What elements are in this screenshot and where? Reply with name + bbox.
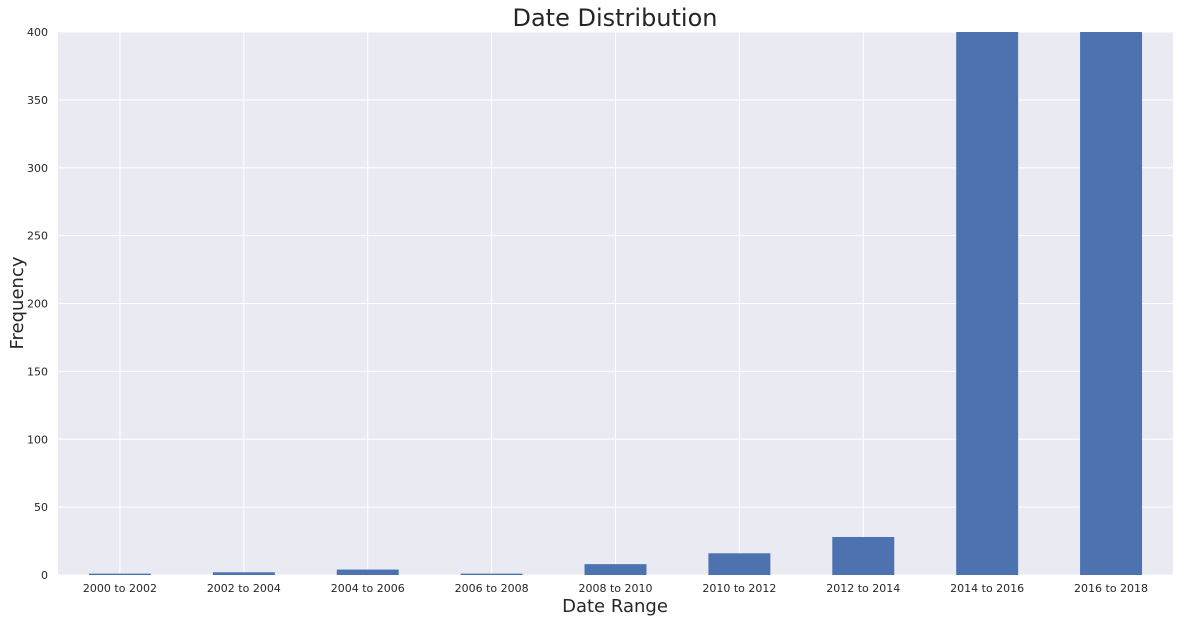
bar	[832, 536, 895, 575]
x-tick-label: 2014 to 2016	[950, 582, 1024, 595]
bar	[584, 564, 647, 575]
bar	[1080, 32, 1143, 575]
bar	[88, 573, 151, 575]
y-tick-label: 350	[27, 94, 48, 107]
y-tick-labels: 0 50 100 150 200 250 300 350 400	[27, 26, 48, 582]
x-tick-label: 2010 to 2012	[702, 582, 776, 595]
bar	[336, 569, 399, 575]
x-tick-label: 2008 to 2010	[578, 582, 652, 595]
x-tick-label: 2004 to 2006	[331, 582, 405, 595]
chart-title: Date Distribution	[512, 4, 717, 32]
y-tick-label: 250	[27, 230, 48, 243]
bar	[956, 32, 1019, 575]
y-axis-label: Frequency	[7, 256, 28, 349]
bar	[460, 573, 523, 575]
x-tick-label: 2016 to 2018	[1074, 582, 1148, 595]
y-tick-label: 300	[27, 162, 48, 175]
x-tick-label: 2000 to 2002	[83, 582, 157, 595]
x-axis-label: Date Range	[562, 596, 668, 617]
x-tick-labels: 2000 to 2002 2002 to 2004 2004 to 2006 2006…	[83, 582, 1148, 595]
x-tick-label: 2006 to 2008	[455, 582, 529, 595]
grid	[58, 31, 1173, 576]
x-tick-label: 2002 to 2004	[207, 582, 281, 595]
bars	[88, 32, 1143, 575]
y-tick-label: 50	[34, 501, 48, 514]
y-tick-label: 100	[27, 433, 48, 446]
bar	[212, 572, 275, 575]
bar	[708, 553, 771, 575]
y-tick-label: 200	[27, 298, 48, 311]
y-tick-label: 400	[27, 26, 48, 39]
y-tick-label: 150	[27, 365, 48, 378]
y-tick-label: 0	[41, 569, 48, 582]
x-tick-label: 2012 to 2014	[826, 582, 900, 595]
